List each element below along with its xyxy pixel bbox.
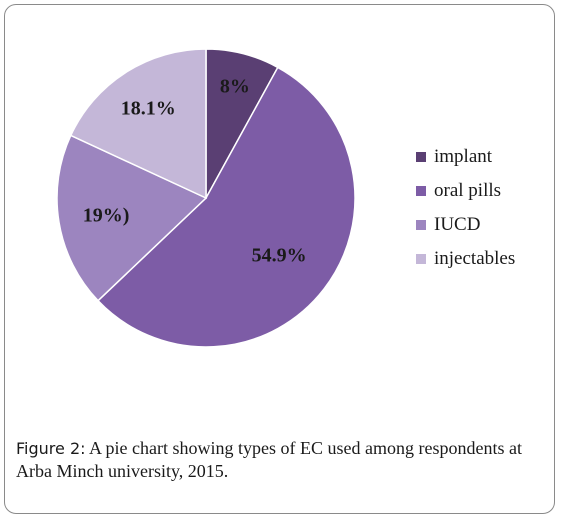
data-label-iucd: 19%) — [83, 204, 130, 226]
caption-prefix: Figure 2: — [16, 439, 86, 458]
data-label-oral-pills: 54.9% — [252, 244, 307, 266]
legend-label: IUCD — [434, 214, 481, 235]
legend-item-oral-pills: oral pills — [416, 174, 515, 208]
data-label-injectables: 18.1% — [121, 98, 176, 120]
caption-text: A pie chart showing types of EC used amo… — [16, 438, 522, 481]
pie-slice-iucd — [56, 134, 208, 302]
data-label-implant: 8% — [220, 75, 250, 97]
pie-slice-oral-pills — [96, 66, 356, 348]
legend-label: oral pills — [434, 180, 502, 201]
legend-swatch — [416, 152, 426, 162]
legend-item-injectables: injectables — [416, 242, 515, 276]
legend-swatch — [416, 220, 426, 230]
legend-item-implant: implant — [416, 140, 515, 174]
legend-label: injectables — [434, 248, 516, 269]
legend-item-iucd: IUCD — [416, 208, 515, 242]
legend-swatch — [416, 186, 426, 196]
legend-label: implant — [434, 146, 493, 167]
chart-legend: implant oral pills IUCD injectables — [416, 140, 515, 276]
pie-chart: 8% 54.9% 19%) 18.1% — [56, 48, 356, 348]
pie-slice-injectables — [69, 48, 207, 200]
legend-swatch — [416, 254, 426, 264]
figure-caption: Figure 2: A pie chart showing types of E… — [16, 437, 546, 482]
